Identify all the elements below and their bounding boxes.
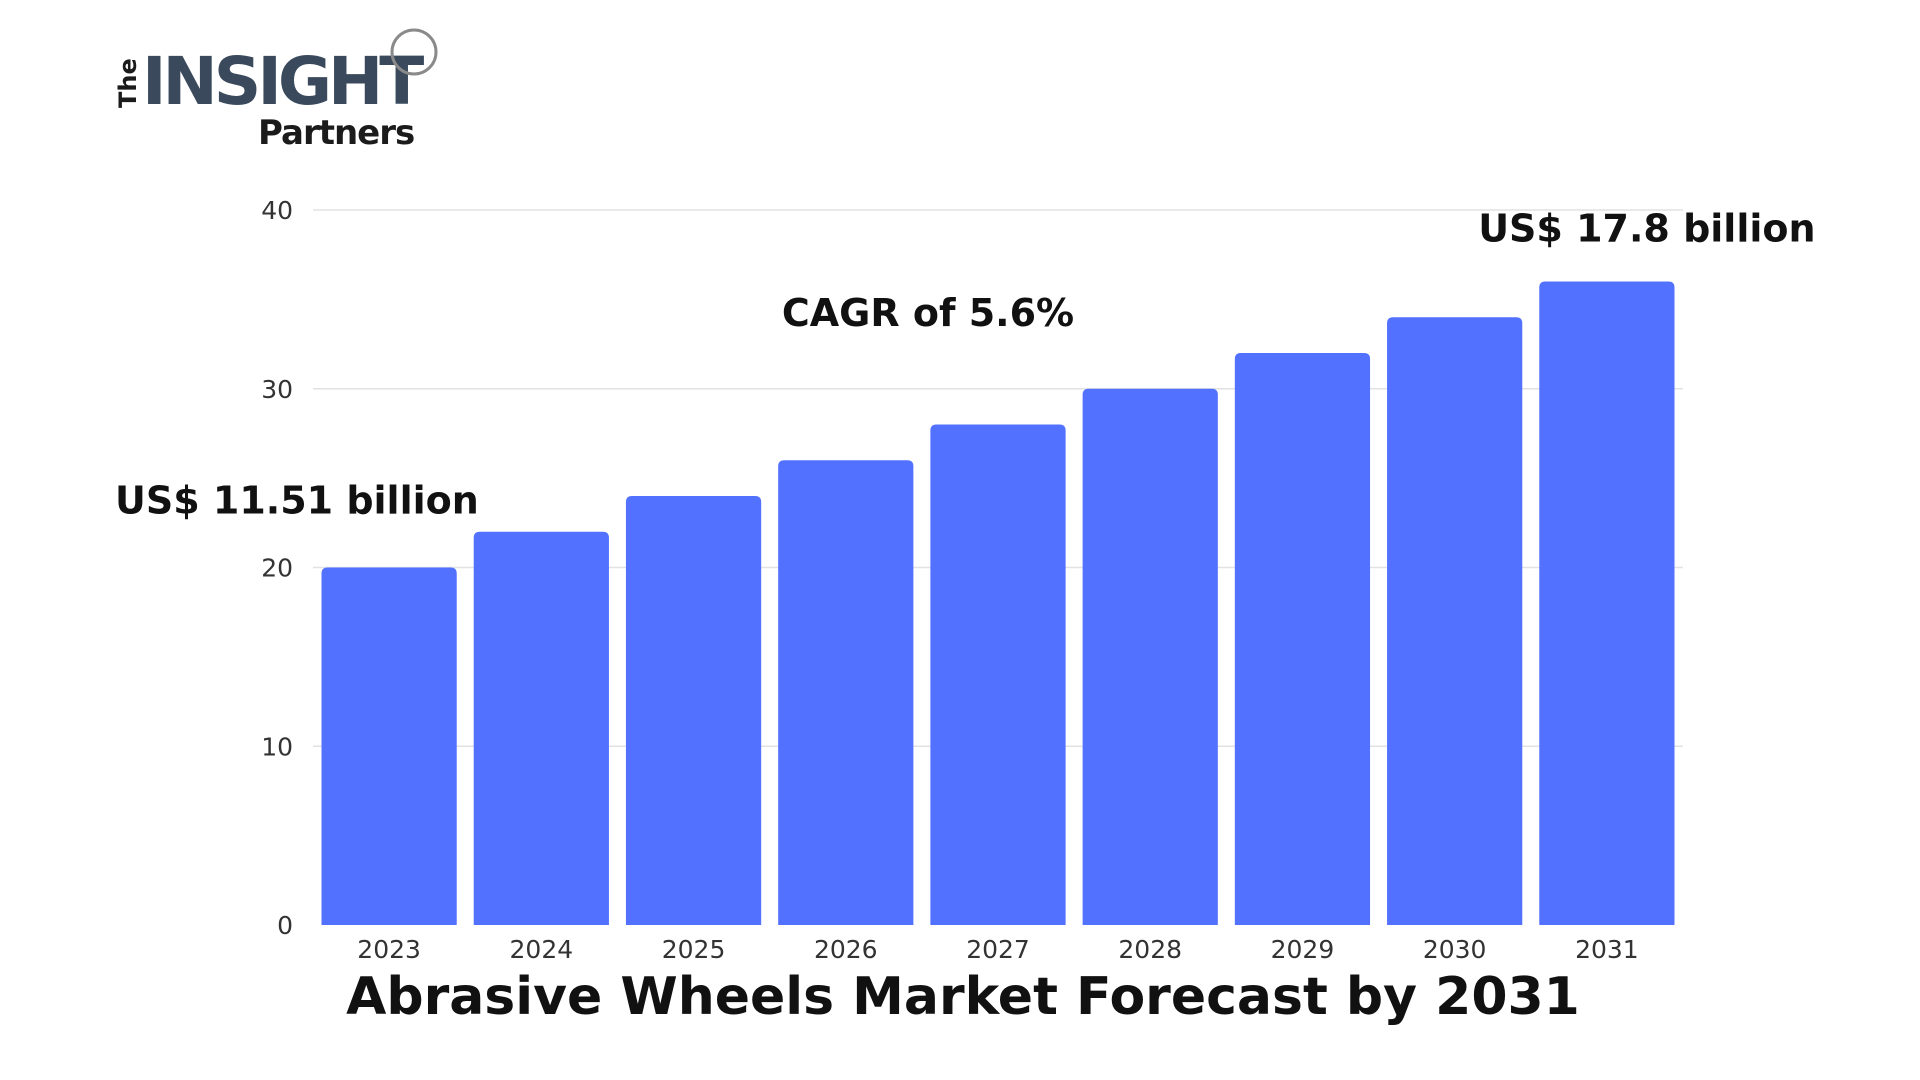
x-tick-label: 2024 bbox=[510, 935, 574, 964]
bar-2028 bbox=[1082, 388, 1218, 925]
y-axis-ticks: 0 10 20 30 40 bbox=[261, 196, 293, 940]
bar-2026 bbox=[778, 460, 914, 925]
x-tick-label: 2025 bbox=[662, 935, 726, 964]
x-tick-label: 2023 bbox=[357, 935, 421, 964]
y-tick-label: 40 bbox=[261, 196, 293, 225]
y-tick-label: 20 bbox=[261, 554, 293, 583]
svg-text:Partners: Partners bbox=[258, 113, 414, 150]
chart-title: Abrasive Wheels Market Forecast by 2031 bbox=[346, 967, 1580, 1027]
y-tick-label: 10 bbox=[261, 732, 293, 761]
bar-2030 bbox=[1387, 317, 1523, 925]
svg-text:The: The bbox=[114, 58, 142, 108]
x-tick-label: 2026 bbox=[814, 935, 878, 964]
annotation-label: CAGR of 5.6% bbox=[782, 291, 1074, 335]
x-axis-ticks: 2023 2024 2025 2026 2027 2028 2029 2030 2031 bbox=[357, 935, 1638, 964]
bar-2031 bbox=[1539, 281, 1675, 925]
bar-2023 bbox=[321, 567, 457, 925]
y-tick-label: 0 bbox=[277, 911, 293, 940]
bar-2024 bbox=[473, 531, 609, 925]
x-tick-label: 2028 bbox=[1118, 935, 1182, 964]
bar-2029 bbox=[1234, 353, 1371, 925]
bar-2027 bbox=[930, 424, 1066, 925]
annotations: US$ 11.51 billion CAGR of 5.6% US$ 17.8 bi… bbox=[115, 207, 1816, 523]
annotation-label: US$ 17.8 billion bbox=[1478, 207, 1815, 251]
x-tick-label: 2030 bbox=[1423, 935, 1487, 964]
bars bbox=[321, 281, 1675, 925]
bar-2025 bbox=[625, 496, 762, 925]
the-insight-partners-logo: The INSIGHT Partners bbox=[114, 28, 438, 150]
x-tick-label: 2031 bbox=[1575, 935, 1639, 964]
x-tick-label: 2029 bbox=[1271, 935, 1335, 964]
y-tick-label: 30 bbox=[261, 375, 293, 404]
svg-text:INSIGHT: INSIGHT bbox=[142, 43, 424, 120]
x-tick-label: 2027 bbox=[966, 935, 1030, 964]
annotation-label: US$ 11.51 billion bbox=[115, 479, 479, 523]
